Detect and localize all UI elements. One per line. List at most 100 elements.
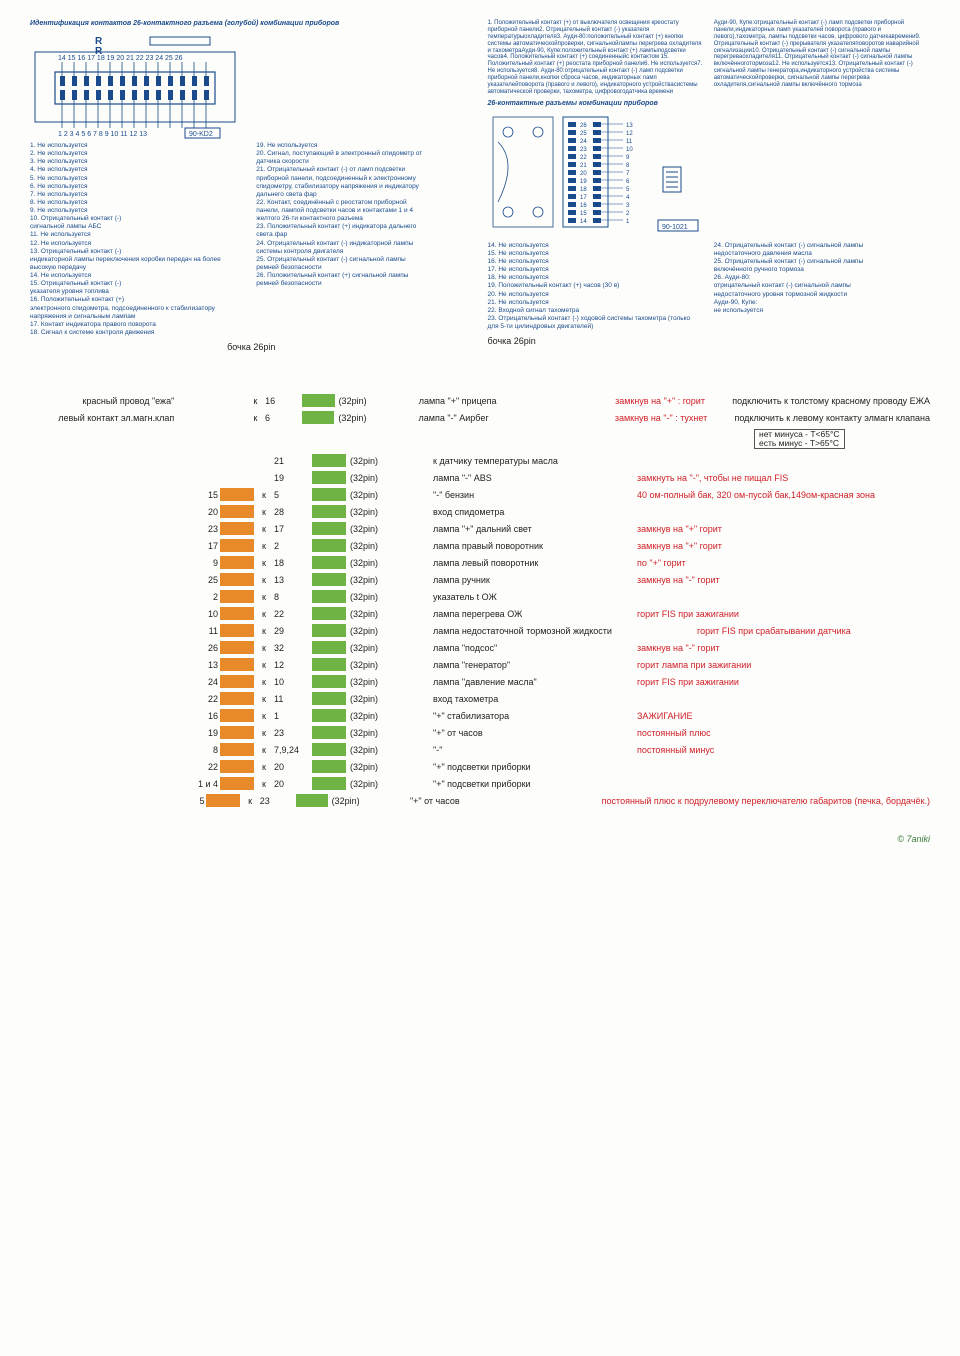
row-desc: лампа левый поворотник bbox=[433, 558, 633, 568]
row-desc: вход спидометра bbox=[433, 507, 633, 517]
svg-text:25: 25 bbox=[580, 131, 587, 137]
k-label: к bbox=[258, 677, 270, 687]
pin26-number: 17 bbox=[208, 541, 218, 551]
pin-list-line: 4. Не используется bbox=[30, 166, 246, 174]
pin-list-line: высокую передачу bbox=[30, 264, 246, 272]
k-label: к bbox=[258, 728, 270, 738]
pin26-number: 10 bbox=[208, 609, 218, 619]
bar-left bbox=[220, 777, 254, 790]
k-label: к bbox=[258, 694, 270, 704]
bar-left bbox=[220, 760, 254, 773]
bar-right bbox=[302, 394, 335, 407]
pin26-number: 1 и 4 bbox=[198, 779, 218, 789]
right-pin-lists: 14. Не используется15. Не используется16… bbox=[488, 242, 931, 331]
wire-row: 13к12(32pin)лампа "генератор"горит лампа… bbox=[30, 656, 930, 673]
pin-list-line: 22. Входной сигнал тахометра bbox=[488, 307, 704, 315]
pin32-number: 16 bbox=[265, 396, 298, 406]
k-label: к bbox=[258, 592, 270, 602]
bar-left bbox=[220, 624, 254, 637]
svg-text:17: 17 bbox=[580, 195, 587, 201]
pin26-number: 8 bbox=[213, 745, 218, 755]
pin32-number: 8 bbox=[274, 592, 308, 602]
pin32-number: 17 bbox=[274, 524, 308, 534]
pin-list-line: датчика времени bbox=[625, 89, 673, 95]
pin26-number: 24 bbox=[208, 677, 218, 687]
wire-row: 26к32(32pin)лампа "подсос"замкнув на "-"… bbox=[30, 639, 930, 656]
pin-list-line: панели, лампой подсветки часов и контакт… bbox=[256, 207, 472, 215]
wire-row: 22к11(32pin)вход тахометра bbox=[30, 690, 930, 707]
pin32-label: (32pin) bbox=[350, 694, 395, 704]
pin-list-line: 21. Не используется bbox=[488, 299, 704, 307]
svg-text:14: 14 bbox=[580, 219, 587, 225]
row-note: горит лампа при зажигании bbox=[637, 660, 751, 670]
pin32-number: 19 bbox=[274, 473, 308, 483]
pin-list-line: 17. Контакт индикатора правого поворота bbox=[30, 321, 246, 329]
k-label: к bbox=[258, 711, 270, 721]
pin-list-line: 20. Сигнал, поступающий в электронный сп… bbox=[256, 150, 472, 158]
row-desc: лампа "генератор" bbox=[433, 660, 633, 670]
pin26-number: 13 bbox=[208, 660, 218, 670]
wire-row: 2к8(32pin)указатель t ОЖ bbox=[30, 588, 930, 605]
k-label: к bbox=[258, 626, 270, 636]
pin32-label: (32pin) bbox=[350, 779, 395, 789]
bar-right bbox=[312, 556, 346, 569]
row-desc: лампа "+" дальний свет bbox=[433, 524, 633, 534]
row-desc: лампа недостаточной тормозной жидкости bbox=[433, 626, 693, 636]
svg-text:14 15 16 17 18 19 20 21 22 23: 14 15 16 17 18 19 20 21 22 23 24 25 26 bbox=[58, 55, 183, 62]
wire-row: 21(32pin)к датчику температуры масла bbox=[30, 452, 930, 469]
wire-row: 5к23(32pin)"+" от часовпостоянный плюс к… bbox=[30, 792, 930, 809]
pin-list-line: 12. Не используется bbox=[772, 61, 828, 67]
svg-text:10: 10 bbox=[626, 147, 633, 153]
pin-list-line: 3. Ауди-80: bbox=[557, 34, 588, 40]
k-label: к bbox=[244, 796, 255, 806]
bar-right bbox=[302, 411, 335, 424]
bar-right bbox=[312, 488, 346, 501]
pin26-number: 19 bbox=[208, 728, 218, 738]
row-note: по "+" горит bbox=[637, 558, 686, 568]
bar-left bbox=[220, 505, 254, 518]
pin32-number: 20 bbox=[274, 762, 308, 772]
pin-list-line: 21. Отрицательный контакт (-) от ламп по… bbox=[256, 166, 472, 174]
pin-list-line: 5. Не используется bbox=[30, 175, 246, 183]
pin26-number: 22 bbox=[208, 762, 218, 772]
bar-right bbox=[296, 794, 328, 807]
wire-row: 20к28(32pin)вход спидометра bbox=[30, 503, 930, 520]
bar-right bbox=[312, 675, 346, 688]
wire-row: 16к1(32pin)"+" стабилизатораЗАЖИГАНИЕ bbox=[30, 707, 930, 724]
pin32-number: 7,9,24 bbox=[274, 745, 308, 755]
svg-text:19: 19 bbox=[580, 179, 587, 185]
row-note2: подключить к толстому красному проводу Е… bbox=[732, 396, 930, 406]
pin32-label: (32pin) bbox=[338, 413, 381, 423]
pin32-number: 22 bbox=[274, 609, 308, 619]
row-note: горит FIS при зажигании bbox=[637, 677, 739, 687]
bar-left bbox=[220, 743, 254, 756]
row-note2: подключить к левому контакту элмагн клап… bbox=[734, 413, 930, 423]
pin32-label: (32pin) bbox=[350, 711, 395, 721]
top-section: Идентификация контактов 26-контактного р… bbox=[30, 20, 930, 352]
pin32-label: (32pin) bbox=[350, 660, 395, 670]
pin32-number: 28 bbox=[274, 507, 308, 517]
pin-list-line: охладителя bbox=[742, 54, 775, 60]
row-desc: "+" подсветки приборки bbox=[433, 762, 633, 772]
row-desc: "+" подсветки приборки bbox=[433, 779, 633, 789]
k-label: к bbox=[258, 541, 270, 551]
wire-row: 8к7,9,24(32pin)"-"постоянный минус bbox=[30, 741, 930, 758]
bar-right bbox=[312, 726, 346, 739]
bar-right bbox=[312, 573, 346, 586]
pin-list-line: 16. Не используется bbox=[488, 258, 704, 266]
row-note: замкнув на "-" горит bbox=[637, 575, 720, 585]
bar-left bbox=[220, 692, 254, 705]
pin32-label: (32pin) bbox=[350, 456, 395, 466]
row-note: замкнув на "+" горит bbox=[637, 524, 722, 534]
bar-right bbox=[312, 607, 346, 620]
pin-list-line: дальнего света фар bbox=[256, 191, 472, 199]
svg-text:5: 5 bbox=[626, 187, 630, 193]
k-label: к bbox=[258, 507, 270, 517]
bar-left bbox=[220, 607, 254, 620]
pin32-label: (32pin) bbox=[339, 396, 382, 406]
right-bottom-label: бочка 26pin bbox=[488, 336, 931, 346]
k-label: к bbox=[258, 575, 270, 585]
pin32-label: (32pin) bbox=[350, 677, 395, 687]
pin26-number: 26 bbox=[208, 643, 218, 653]
pin-list-line: ремней безопасности bbox=[256, 280, 472, 288]
